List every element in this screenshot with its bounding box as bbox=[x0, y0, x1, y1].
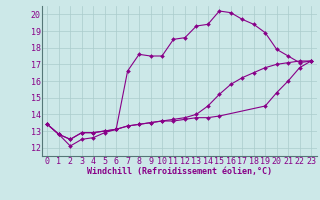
X-axis label: Windchill (Refroidissement éolien,°C): Windchill (Refroidissement éolien,°C) bbox=[87, 167, 272, 176]
